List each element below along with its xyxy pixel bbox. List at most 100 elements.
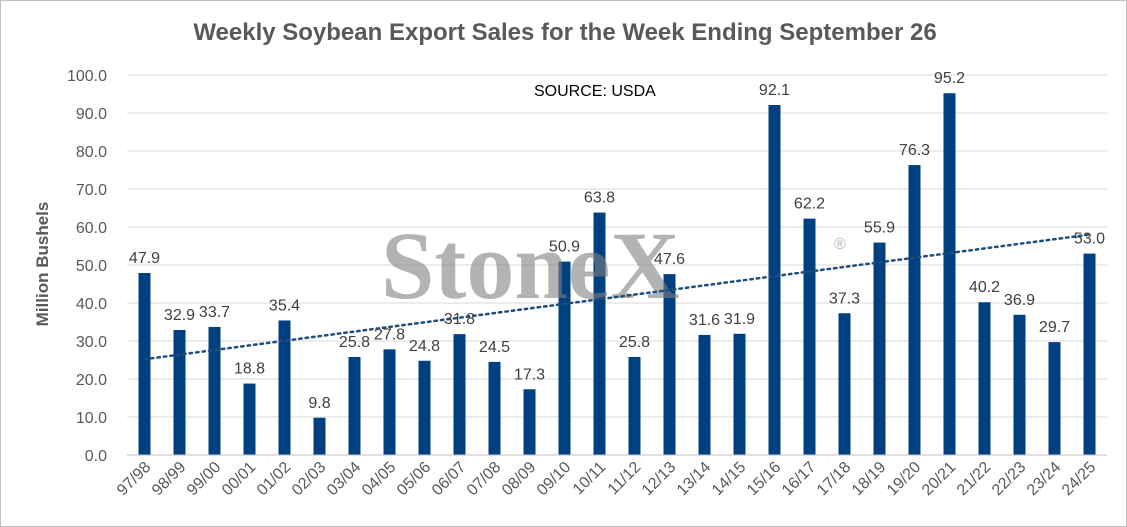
x-tick-label: 09/10 xyxy=(534,459,574,499)
bar xyxy=(523,389,536,455)
bar xyxy=(488,361,501,455)
x-tick-label: 10/11 xyxy=(570,459,610,499)
x-tick-label: 03/04 xyxy=(324,459,364,499)
bar xyxy=(733,333,746,455)
x-tick-label: 04/05 xyxy=(359,459,399,499)
bar xyxy=(173,329,186,455)
data-label: 25.8 xyxy=(339,334,370,351)
x-tick-label: 07/08 xyxy=(464,459,504,499)
bar xyxy=(558,261,571,455)
x-tick-label: 16/17 xyxy=(779,459,819,499)
bar xyxy=(453,334,466,455)
y-tick-label: 20.0 xyxy=(76,372,107,389)
data-labels: 47.932.9 33.718.835.49.825.8 27.824.831.82… xyxy=(129,70,1105,412)
data-label: 92.1 xyxy=(759,82,790,99)
data-label: 9.8 xyxy=(308,395,330,412)
data-label: 62.2 xyxy=(794,196,825,213)
source-annotation: SOURCE: USDA xyxy=(534,83,656,100)
data-label: 36.9 xyxy=(1004,292,1035,309)
y-tick-label: 70.0 xyxy=(76,182,107,199)
x-tick-label: 05/06 xyxy=(394,459,434,499)
x-tick-label: 01/02 xyxy=(254,459,294,499)
x-tick-label: 19/20 xyxy=(884,459,924,499)
bar xyxy=(383,349,396,455)
y-axis-title: Million Bushels xyxy=(33,202,52,327)
bar xyxy=(943,93,956,456)
data-label: 24.8 xyxy=(409,338,440,355)
x-tick-label: 21/22 xyxy=(954,459,994,499)
y-tick-label: 80.0 xyxy=(76,144,107,161)
x-tick-label: 02/03 xyxy=(289,459,329,499)
bar xyxy=(348,356,361,455)
data-label: 47.6 xyxy=(654,251,685,268)
data-label: 35.4 xyxy=(269,297,300,314)
y-tick-label: 60.0 xyxy=(76,220,107,237)
data-label: 63.8 xyxy=(584,190,615,207)
bar xyxy=(663,274,676,455)
bar xyxy=(1013,314,1026,455)
data-label: 50.9 xyxy=(549,239,580,256)
bar xyxy=(838,313,851,455)
x-tick-label: 99/00 xyxy=(184,459,224,499)
y-tick-label: 0.0 xyxy=(85,448,107,465)
y-tick-label: 50.0 xyxy=(76,258,107,275)
data-label: 18.8 xyxy=(234,361,265,378)
data-label: 40.2 xyxy=(969,279,1000,296)
x-tick-label: 17/18 xyxy=(814,459,854,499)
data-label: 31.9 xyxy=(724,311,755,328)
bar xyxy=(803,218,816,455)
x-tick-label: 12/13 xyxy=(639,459,679,499)
y-tick-label: 100.0 xyxy=(67,68,107,85)
bar xyxy=(278,320,291,455)
x-tick-label: 23/24 xyxy=(1024,459,1064,499)
x-axis-ticks: 97/9898/9999/0000/0101/0202/0303/0404/05… xyxy=(114,459,1099,499)
data-label: 55.9 xyxy=(864,220,895,237)
trendline xyxy=(143,233,1091,361)
x-tick-label: 24/25 xyxy=(1059,459,1099,499)
bar xyxy=(873,242,886,455)
x-tick-label: 22/23 xyxy=(989,459,1029,499)
bar xyxy=(208,326,221,455)
data-label: 95.2 xyxy=(934,70,965,87)
data-label: 25.8 xyxy=(619,334,650,351)
bars xyxy=(138,93,1096,456)
x-tick-label: 18/19 xyxy=(849,459,889,499)
data-label: 31.8 xyxy=(444,311,475,328)
data-label: 33.7 xyxy=(199,304,230,321)
x-tick-label: 06/07 xyxy=(429,459,469,499)
data-label: 27.8 xyxy=(374,326,405,343)
watermark-logo-text: StoneX xyxy=(381,212,680,319)
y-tick-label: 40.0 xyxy=(76,296,107,313)
bar xyxy=(418,360,431,455)
data-label: 32.9 xyxy=(164,307,195,324)
data-label: 47.9 xyxy=(129,250,160,267)
y-tick-label: 30.0 xyxy=(76,334,107,351)
data-label: 37.3 xyxy=(829,290,860,307)
y-tick-label: 10.0 xyxy=(76,410,107,427)
chart-title: Weekly Soybean Export Sales for the Week… xyxy=(193,19,936,46)
bar xyxy=(908,165,921,455)
bar xyxy=(1048,342,1061,455)
x-tick-label: 14/15 xyxy=(709,459,749,499)
y-tick-label: 90.0 xyxy=(76,106,107,123)
stonex-watermark: StoneX ® xyxy=(381,212,846,319)
x-tick-label: 15/16 xyxy=(744,459,784,499)
x-tick-label: 98/99 xyxy=(149,459,189,499)
y-axis-ticks: 0.0 10.0 20.0 30.0 40.0 50.0 60.0 70.0 80.0 90.0 1… xyxy=(67,68,107,465)
bar xyxy=(698,334,711,455)
x-tick-label: 08/09 xyxy=(499,459,539,499)
data-label: 24.5 xyxy=(479,339,510,356)
bar xyxy=(243,383,256,455)
bar xyxy=(768,105,781,456)
bar xyxy=(1083,253,1096,455)
x-tick-label: 20/21 xyxy=(919,459,959,499)
data-label: 53.0 xyxy=(1074,231,1105,248)
x-tick-label: 11/12 xyxy=(605,459,645,499)
bar xyxy=(593,212,606,455)
data-label: 31.6 xyxy=(689,312,720,329)
bar xyxy=(313,417,326,455)
bar xyxy=(978,302,991,455)
x-tick-label: 00/01 xyxy=(219,459,259,499)
